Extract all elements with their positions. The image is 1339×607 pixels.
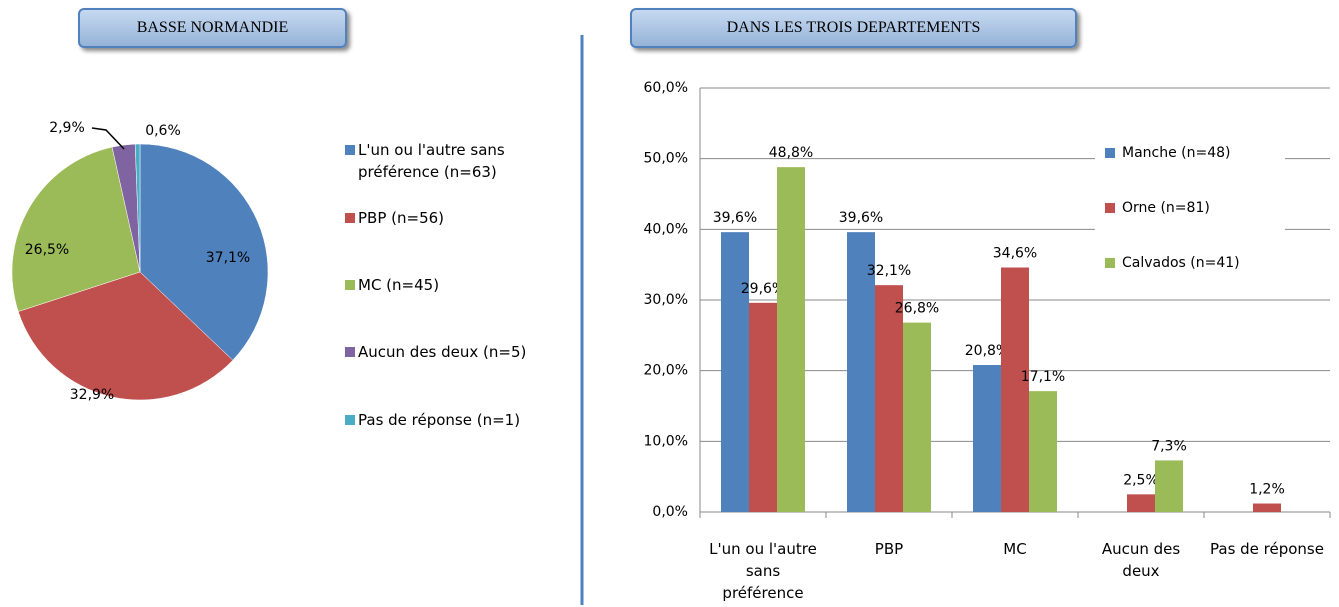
pie-slice	[134, 143, 141, 273]
pie-label: 37,1%	[206, 250, 250, 266]
bar	[1253, 503, 1281, 512]
legend-swatch	[1105, 148, 1115, 158]
bar-title: DANS LES TROIS DEPARTEMENTS	[630, 8, 1077, 48]
bar	[777, 167, 805, 512]
value-label: 2,5%	[1123, 472, 1159, 488]
value-label: 7,3%	[1151, 438, 1187, 454]
bar	[749, 302, 777, 512]
value-label: 1,2%	[1249, 482, 1285, 498]
legend-swatch	[345, 415, 355, 425]
y-tick-label: 50,0%	[644, 151, 688, 167]
y-tick-label: 60,0%	[644, 80, 688, 96]
value-label: 32,1%	[867, 263, 911, 279]
bar	[1155, 460, 1183, 512]
bar	[875, 285, 903, 512]
x-tick-label: PBP	[874, 540, 904, 558]
pie-slice	[139, 143, 269, 361]
legend-swatch	[345, 213, 355, 223]
legend-swatch	[1105, 258, 1115, 268]
leader-line	[91, 127, 125, 150]
x-tick-label: Pas de réponse	[1210, 540, 1324, 558]
legend-label: Orne (n=81)	[1122, 200, 1210, 216]
legend-label: Pas de réponse (n=1)	[358, 411, 521, 429]
value-label: 26,8%	[895, 301, 939, 317]
legend-swatch	[1105, 203, 1115, 213]
legend-swatch	[345, 347, 355, 357]
bar	[847, 232, 875, 512]
pie-label: 26,5%	[25, 242, 69, 258]
pie-label: 2,9%	[49, 120, 85, 136]
y-tick-label: 0,0%	[652, 504, 688, 520]
legend-swatch	[345, 280, 355, 290]
bar	[721, 232, 749, 512]
legend-label: MC (n=45)	[358, 276, 440, 294]
bar	[903, 322, 931, 512]
value-label: 39,6%	[839, 210, 883, 226]
value-label: 39,6%	[713, 210, 757, 226]
legend-label: Aucun des deux (n=5)	[358, 343, 527, 361]
value-label: 29,6%	[741, 281, 785, 297]
y-tick-label: 40,0%	[644, 221, 688, 237]
legend-label: Manche (n=48)	[1122, 145, 1231, 161]
value-label: 17,1%	[1021, 369, 1065, 385]
bar	[973, 365, 1001, 512]
legend-box	[1095, 138, 1285, 283]
pie-slice	[11, 146, 141, 312]
legend-label: PBP (n=56)	[358, 209, 445, 227]
y-tick-label: 20,0%	[644, 363, 688, 379]
x-tick-label: MC	[1003, 540, 1027, 558]
legend-label: Calvados (n=41)	[1122, 255, 1240, 271]
x-tick-label: L'un ou l'autre sans préférence	[709, 540, 817, 602]
value-label: 48,8%	[769, 145, 813, 161]
pie-label: 0,6%	[145, 123, 181, 139]
bar	[1029, 391, 1057, 512]
value-label: 34,6%	[993, 245, 1037, 261]
y-tick-label: 10,0%	[644, 433, 688, 449]
y-tick-label: 30,0%	[644, 292, 688, 308]
pie-title: BASSE NORMANDIE	[78, 8, 347, 48]
legend-label: L'un ou l'autre sans préférence (n=63)	[358, 141, 505, 181]
value-label: 20,8%	[965, 343, 1009, 359]
pie-label: 32,9%	[70, 387, 114, 403]
x-tick-label: Aucun des deux	[1101, 540, 1181, 580]
bar	[1127, 494, 1155, 512]
pie-slice	[17, 271, 234, 401]
bar	[1001, 267, 1029, 512]
legend-swatch	[345, 145, 355, 155]
